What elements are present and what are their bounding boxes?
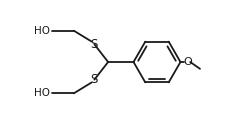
- Text: HO: HO: [34, 88, 50, 98]
- Text: S: S: [90, 38, 98, 51]
- Text: S: S: [90, 73, 98, 86]
- Text: O: O: [182, 57, 191, 67]
- Text: HO: HO: [34, 26, 50, 36]
